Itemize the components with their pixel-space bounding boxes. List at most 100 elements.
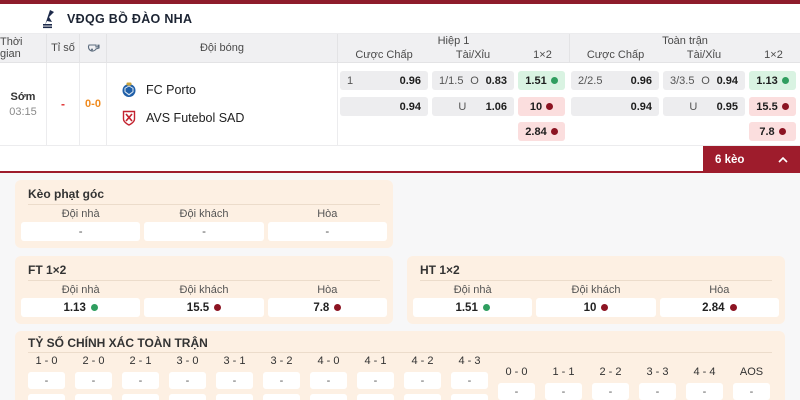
odds-cells: 1 0.96 1/1.5 O 0.83 1.51 2/2.5 <box>338 63 800 145</box>
score-odds-box[interactable]: - <box>403 372 442 389</box>
away-team-row[interactable]: AVS Futebol SAD <box>121 110 337 126</box>
ft-over-label: O <box>701 74 710 87</box>
col-header-ft-1x2: 1×2 <box>764 49 783 61</box>
whistle-icon <box>87 42 100 55</box>
trend-up-dot <box>781 77 789 84</box>
h1-1x2-away-value: 10 <box>529 100 543 113</box>
ft-1x2-draw-odds[interactable]: 7.8 <box>749 122 796 141</box>
corner-draw-odds[interactable]: - <box>267 222 387 241</box>
score-odds-box[interactable]: - <box>27 372 66 389</box>
more-bets-band: 6 kèo <box>0 146 800 173</box>
score-odds-box[interactable]: - <box>168 394 207 400</box>
h1-over-value: 0.83 <box>485 74 507 87</box>
score-odds-box[interactable]: - <box>544 383 583 400</box>
h1-1x2-draw-odds[interactable]: 2.84 <box>518 122 565 141</box>
score-odds-box[interactable]: - <box>215 372 254 389</box>
ht-panel-away-odds[interactable]: 10 <box>536 298 656 317</box>
ft-panel-away-value: 15.5 <box>186 301 210 314</box>
col-header-ft-overunder: Tài/Xỉu <box>686 49 722 61</box>
score-odds-box[interactable]: - <box>638 383 677 400</box>
score-odds-box[interactable]: - <box>356 394 395 400</box>
score-label: 4 - 3 <box>458 355 481 367</box>
score-odds-box[interactable]: - <box>262 394 301 400</box>
h1-over-odds[interactable]: 1/1.5 O 0.83 <box>432 71 514 90</box>
h1-1x2-home-odds[interactable]: 1.51 <box>518 71 565 90</box>
ft-panel-away-odds[interactable]: 15.5 <box>144 298 264 317</box>
score-odds-box[interactable]: - <box>121 372 160 389</box>
score-label: 1 - 0 <box>35 355 58 367</box>
ft-handicap-home-value: 0.96 <box>630 74 652 87</box>
correct-score-panel: TỶ SỐ CHÍNH XÁC TOÀN TRẬN 1 - 0--2 - 0--… <box>15 331 785 400</box>
col-header-score: Tỉ số <box>47 34 80 62</box>
score-odds-box[interactable]: - <box>168 372 207 389</box>
score-label: AOS <box>739 366 764 378</box>
divider <box>420 280 772 281</box>
home-team-name: FC Porto <box>146 83 197 97</box>
score-odds-box[interactable]: - <box>27 394 66 400</box>
score-odds-box[interactable]: - <box>591 383 630 400</box>
ht-panel-draw-odds[interactable]: 2.84 <box>659 298 779 317</box>
odds-table-header: Thời gian Tỉ số Đội bóng Hiệp 1 Toàn trậ… <box>0 34 800 63</box>
score-odds-box[interactable]: - <box>74 394 113 400</box>
score-option-column: 4 - 3 - - <box>446 355 493 400</box>
score-odds-box[interactable]: - <box>450 372 489 389</box>
more-bets-button[interactable]: 6 kèo <box>703 146 800 173</box>
score-odds-box[interactable]: - <box>685 383 724 400</box>
home-team-row[interactable]: FC Porto <box>121 82 337 98</box>
trend-up-dot <box>90 304 98 311</box>
score-label: 2 - 2 <box>599 366 622 378</box>
match-time-label: Sớm <box>10 90 36 103</box>
ft-1x2-away-value: 15.5 <box>756 100 778 113</box>
ft-1x2-home-odds[interactable]: 1.13 <box>749 71 796 90</box>
match-score-cell: - <box>47 63 80 145</box>
ft-1x2-away-odds[interactable]: 15.5 <box>749 97 796 116</box>
trend-down-dot <box>601 304 609 311</box>
h1-handicap-away-odds[interactable]: 0.94 <box>340 97 428 116</box>
corner-panel-title: Kèo phạt góc <box>28 187 105 201</box>
score-option-column: 3 - 3-- <box>634 366 681 400</box>
ft-1x2-draw-value: 7.8 <box>759 125 775 138</box>
divider <box>28 280 380 281</box>
ft-under-odds[interactable]: U 0.95 <box>663 97 745 116</box>
h1-under-odds[interactable]: U 1.06 <box>432 97 514 116</box>
trend-down-dot <box>546 103 554 110</box>
score-odds-box[interactable]: - <box>309 394 348 400</box>
score-odds-box[interactable]: - <box>450 394 489 400</box>
ft-handicap-away-odds[interactable]: 0.94 <box>571 97 659 116</box>
corner-away-odds[interactable]: - <box>144 222 264 241</box>
score-odds-box[interactable]: - <box>356 372 395 389</box>
match-row[interactable]: Sớm 03:15 - 0-0 FC Porto <box>0 63 800 146</box>
score-option-column: 4 - 0 - - <box>305 355 352 400</box>
trend-up-dot <box>550 77 558 84</box>
ft-panel-draw-odds[interactable]: 7.8 <box>267 298 387 317</box>
divider <box>28 204 380 205</box>
corner-home-odds[interactable]: - <box>21 222 141 241</box>
away-team-name: AVS Futebol SAD <box>146 111 245 125</box>
col-header-h1-overunder: Tài/Xỉu <box>455 49 491 61</box>
score-option-column: 3 - 0 - - <box>164 355 211 400</box>
match-time-value: 03:15 <box>9 105 37 118</box>
ft-over-odds[interactable]: 3/3.5 O 0.94 <box>663 71 745 90</box>
score-option-column: 3 - 1 - - <box>211 355 258 400</box>
score-option-column: 4 - 1 - - <box>352 355 399 400</box>
h1-ou-line: 1/1.5 <box>439 74 464 87</box>
h1-1x2-away-odds[interactable]: 10 <box>518 97 565 116</box>
ft-handicap-home-odds[interactable]: 2/2.5 0.96 <box>571 71 659 90</box>
h1-handicap-home-odds[interactable]: 1 0.96 <box>340 71 428 90</box>
score-odds-box[interactable]: - <box>262 372 301 389</box>
trend-down-dot <box>781 103 789 110</box>
ft-panel-home-odds[interactable]: 1.13 <box>21 298 141 317</box>
teams-cell: FC Porto AVS Futebol SAD <box>107 63 338 145</box>
score-odds-box[interactable]: - <box>497 383 536 400</box>
score-odds-box[interactable]: - <box>403 394 442 400</box>
h1-handicap-away-value: 0.94 <box>399 100 421 113</box>
score-odds-box[interactable]: - <box>121 394 160 400</box>
ht-panel-home-odds[interactable]: 1.51 <box>413 298 533 317</box>
h1-handicap-line: 1 <box>347 74 354 87</box>
score-label: 4 - 0 <box>317 355 340 367</box>
score-odds-box[interactable]: - <box>732 383 771 400</box>
score-odds-box[interactable]: - <box>309 372 348 389</box>
score-odds-box[interactable]: - <box>215 394 254 400</box>
score-label: 3 - 2 <box>270 355 293 367</box>
score-odds-box[interactable]: - <box>74 372 113 389</box>
